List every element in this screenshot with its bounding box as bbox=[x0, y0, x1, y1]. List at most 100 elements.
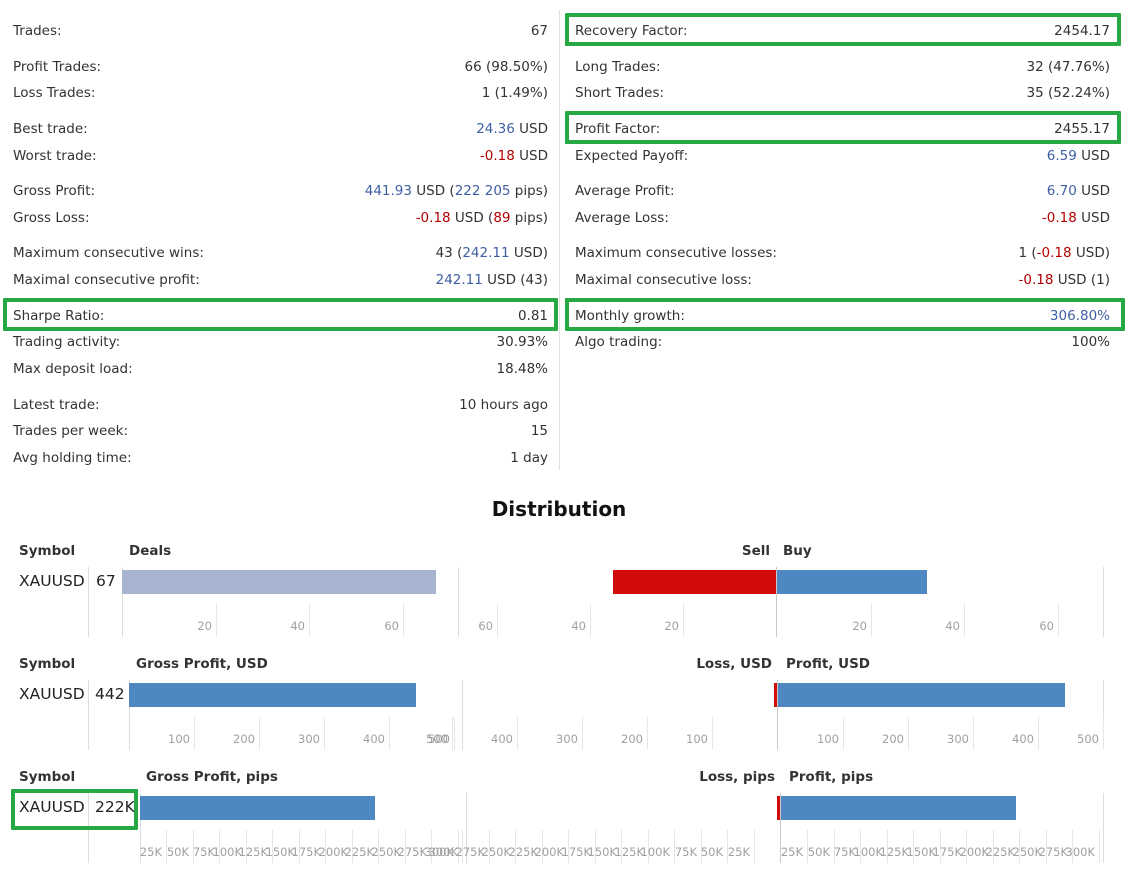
stat-row-recovery-factor: Recovery Factor: 2454.17 bbox=[575, 19, 1110, 43]
stat-value-number: 242.11 bbox=[435, 272, 483, 288]
left-header: Loss, pips bbox=[699, 769, 775, 785]
total-tick-label: 75K bbox=[192, 845, 215, 859]
left-tickline bbox=[515, 830, 516, 863]
stat-row-maximal-consecutive-profit: Maximal consecutive profit: 242.11 USD (4… bbox=[13, 268, 548, 292]
stat-value-unit: USD) bbox=[1071, 245, 1110, 261]
stat-value: 0.81 bbox=[518, 308, 548, 324]
total-tickline bbox=[309, 604, 310, 637]
left-tick-label: 40 bbox=[571, 619, 586, 633]
left-tick-label: 175K bbox=[561, 845, 592, 859]
stat-value-text: 10 hours ago bbox=[459, 397, 548, 413]
left-tickline bbox=[568, 830, 569, 863]
total-bar bbox=[129, 683, 417, 707]
symbol-total: 222K bbox=[95, 798, 135, 816]
distribution-title: Distribution bbox=[491, 497, 627, 521]
total-axis bbox=[122, 567, 123, 637]
stat-value: 66 (98.50%) bbox=[465, 59, 548, 75]
right-tick-label: 50K bbox=[807, 845, 830, 859]
highlight-profit-factor bbox=[565, 111, 1121, 144]
symbol-total: 67 bbox=[96, 572, 116, 590]
stat-label: Sharpe Ratio: bbox=[13, 308, 105, 324]
stat-value-unit: USD ( bbox=[411, 183, 455, 199]
stat-value-number: -0.18 bbox=[415, 210, 451, 226]
right-tickline bbox=[1072, 830, 1073, 863]
stat-label: Maximal consecutive profit: bbox=[13, 272, 200, 288]
stat-value-unit-2: pips) bbox=[510, 183, 548, 199]
stat-row-algo-trading: Algo trading: 100% bbox=[575, 330, 1110, 354]
total-tick-label: 200K bbox=[318, 845, 349, 859]
total-tickline bbox=[431, 830, 432, 863]
right-header: Buy bbox=[783, 543, 812, 559]
stat-label: Latest trade: bbox=[13, 397, 100, 413]
stat-row-gross-profit: Gross Profit: 441.93 USD (222 205 pips) bbox=[13, 179, 548, 203]
stat-row-average-profit: Average Profit: 6.70 USD bbox=[575, 179, 1110, 203]
stat-value-number: 441.93 bbox=[364, 183, 412, 199]
stat-value: 10 hours ago bbox=[459, 397, 548, 413]
stat-value: 2454.17 bbox=[1054, 23, 1110, 39]
stat-value: -0.18 USD bbox=[1042, 210, 1110, 226]
symbol-name: XAUUSD bbox=[19, 685, 85, 703]
total-tick-label: 500 bbox=[428, 732, 450, 746]
left-bar bbox=[613, 570, 776, 594]
right-tick-label: 225K bbox=[985, 845, 1016, 859]
stat-label: Maximum consecutive wins: bbox=[13, 245, 204, 261]
left-tick-label: 250K bbox=[481, 845, 512, 859]
stat-row-expected-payoff: Expected Payoff: 6.59 USD bbox=[575, 144, 1110, 168]
stat-value-number: 242.11 bbox=[462, 245, 510, 261]
total-header: Gross Profit, pips bbox=[146, 769, 278, 785]
right-tickline bbox=[913, 830, 914, 863]
total-axis bbox=[129, 680, 130, 750]
stat-value: 2455.17 bbox=[1054, 121, 1110, 137]
left-tickline bbox=[754, 830, 755, 863]
highlight-monthly-growth bbox=[565, 298, 1125, 331]
left-tickline bbox=[701, 830, 702, 863]
right-tickline bbox=[887, 830, 888, 863]
stat-value-unit: USD bbox=[1076, 148, 1110, 164]
highlight-symbol-total bbox=[11, 789, 138, 830]
left-header: Sell bbox=[741, 543, 770, 559]
stat-label: Gross Profit: bbox=[13, 183, 96, 199]
total-end-separator bbox=[466, 793, 467, 863]
right-tick-label: 200 bbox=[882, 732, 904, 746]
left-tick-label: 300 bbox=[556, 732, 578, 746]
total-bar bbox=[140, 796, 376, 820]
stat-label: Trading activity: bbox=[13, 334, 121, 350]
stat-label: Loss Trades: bbox=[13, 85, 96, 101]
right-tick-label: 200K bbox=[959, 845, 990, 859]
trading-statistics: Trades: 67 Profit Trades: 66 (98.50%) Loss T… bbox=[3, 10, 1125, 470]
total-tick-label: 40 bbox=[290, 619, 305, 633]
right-tickline bbox=[964, 604, 965, 637]
stat-row-maximum-consecutive-wins: Maximum consecutive wins: 43 (242.11 USD) bbox=[13, 241, 548, 265]
right-tick-label: 25K bbox=[780, 845, 803, 859]
stat-row-best-trade: Best trade: 24.36 USD bbox=[13, 117, 548, 141]
left-tickline bbox=[497, 604, 498, 637]
total-tick-label: 275K bbox=[397, 845, 428, 859]
stat-value-number: 6.59 bbox=[1046, 148, 1077, 164]
left-tickline bbox=[712, 717, 713, 750]
distribution-profit-usd: Symbol Gross Profit, USD Loss, USD Profit, … bbox=[0, 653, 1131, 763]
left-tickline bbox=[542, 830, 543, 863]
total-tick-label: 400 bbox=[363, 732, 385, 746]
distribution-deals: Symbol Deals Sell Buy XAUUSD 67 20 40 60 60 40 20 20… bbox=[0, 540, 1131, 650]
stat-row-trades-per-week: Trades per week: 15 bbox=[13, 419, 548, 443]
right-tickline bbox=[860, 830, 861, 863]
right-tickline bbox=[1038, 717, 1039, 750]
stat-value-text: 66 (98.50%) bbox=[464, 59, 548, 75]
stat-value-text: 100% bbox=[1071, 334, 1110, 350]
total-tickline bbox=[193, 830, 194, 863]
right-tick-label: 400 bbox=[1012, 732, 1034, 746]
total-tick-label: 200 bbox=[233, 732, 255, 746]
total-tickline bbox=[405, 830, 406, 863]
stat-row-monthly-growth: Monthly growth: 306.80% bbox=[575, 304, 1110, 328]
stat-value: 67 bbox=[531, 23, 548, 39]
stat-value-unit: USD ( bbox=[450, 210, 494, 226]
symbol-name: XAUUSD bbox=[19, 798, 85, 816]
stat-label: Expected Payoff: bbox=[575, 148, 689, 164]
right-tick-label: 20 bbox=[852, 619, 867, 633]
left-tick-label: 150K bbox=[587, 845, 618, 859]
stat-value: 24.36 USD bbox=[476, 121, 548, 137]
stat-value-prefix: 43 ( bbox=[435, 245, 463, 261]
left-tickline bbox=[595, 830, 596, 863]
total-tick-label: 60 bbox=[384, 619, 399, 633]
stat-value-prefix: 1 ( bbox=[1018, 245, 1037, 261]
